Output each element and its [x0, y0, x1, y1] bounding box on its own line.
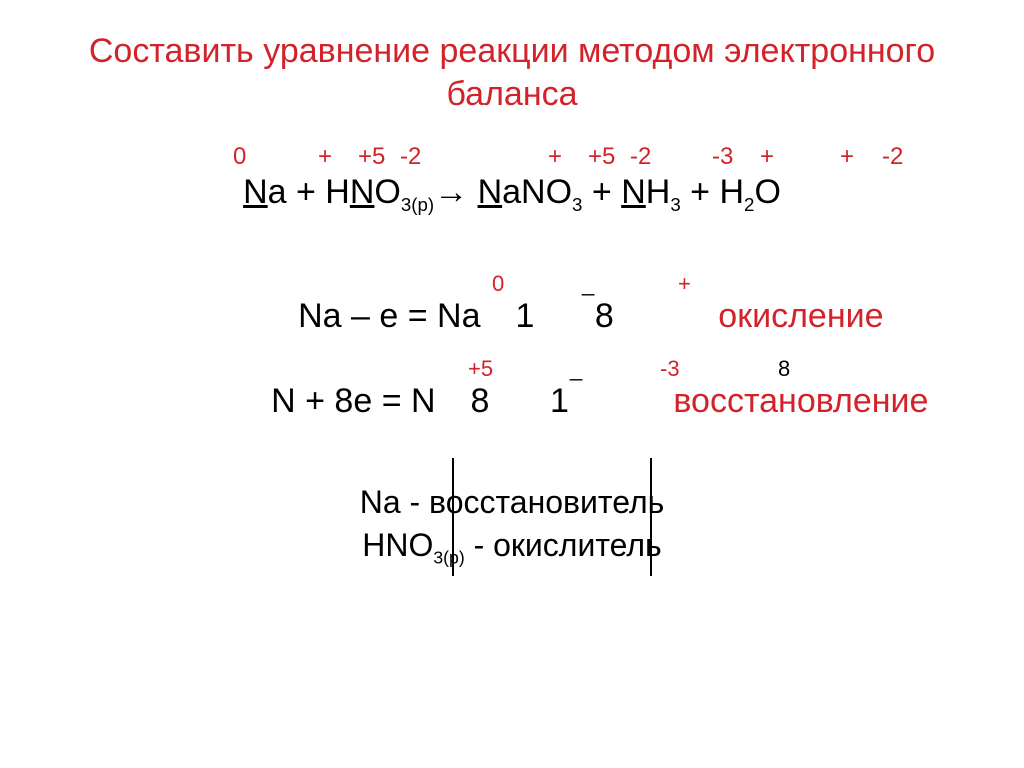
oxidation-states-row: 0 + +5 -2 + +5 -2 -3 + + -2: [60, 143, 964, 171]
superscript: +: [678, 271, 691, 297]
slide-title: Составить уравнение реакции методом элек…: [60, 30, 964, 115]
oxidation-state: +5: [358, 143, 385, 171]
bracket-line: [650, 458, 652, 576]
oxidation-state: -2: [630, 143, 651, 171]
superscript: 0: [492, 271, 504, 297]
half1-superscripts: 0 _ +: [60, 271, 964, 297]
superscript: +5: [468, 356, 493, 382]
conclusion: Na - восстановитель HNO3(p) - окислитель: [60, 481, 964, 570]
half1-label: окисление: [718, 297, 883, 335]
half2-main: N + 8e = N 8 1 восстановление: [60, 382, 964, 421]
superscript: -3: [660, 356, 680, 382]
superscript: 8: [778, 356, 790, 382]
equation-block: 0 + +5 -2 + +5 -2 -3 + + -2 Na + HNO3(p)→ NaNO3 + …: [60, 143, 964, 216]
oxidation-state: +: [760, 143, 774, 171]
conclusion-line2: HNO3(p) - окислитель: [60, 524, 964, 570]
oxidation-state: +: [840, 143, 854, 171]
half1-coef2: 8: [569, 297, 639, 336]
half1-left: Na – e = Na: [140, 297, 480, 336]
half2-label: восстановление: [673, 382, 928, 420]
half1-main: Na – e = Na 1 8 окисление: [60, 297, 964, 336]
half-reaction-1: 0 _ + Na – e = Na 1 8 окисление: [60, 271, 964, 336]
superscript: _: [582, 271, 594, 297]
half1-coef1: 1: [490, 297, 560, 336]
conclusion-line1: Na - восстановитель: [60, 481, 964, 524]
half2-coef1: 8: [445, 382, 515, 421]
oxidation-state: +: [318, 143, 332, 171]
half2-left: N + 8e = N: [96, 382, 436, 421]
bracket-line: [452, 458, 454, 576]
oxidation-state: -2: [882, 143, 903, 171]
oxidation-state: +: [548, 143, 562, 171]
oxidation-state: 0: [233, 143, 246, 171]
oxidation-state: -2: [400, 143, 421, 171]
oxidation-state: +5: [588, 143, 615, 171]
slide: Составить уравнение реакции методом элек…: [0, 0, 1024, 768]
superscript: _: [570, 356, 582, 382]
half2-coef2: 1: [524, 382, 594, 421]
oxidation-state: -3: [712, 143, 733, 171]
half-reaction-2: +5 _ -3 8 N + 8e = N 8 1 восстановление: [60, 356, 964, 421]
half2-superscripts: +5 _ -3 8: [60, 356, 964, 382]
equation-formula: Na + HNO3(p)→ NaNO3 + NH3 + H2O: [60, 173, 964, 216]
